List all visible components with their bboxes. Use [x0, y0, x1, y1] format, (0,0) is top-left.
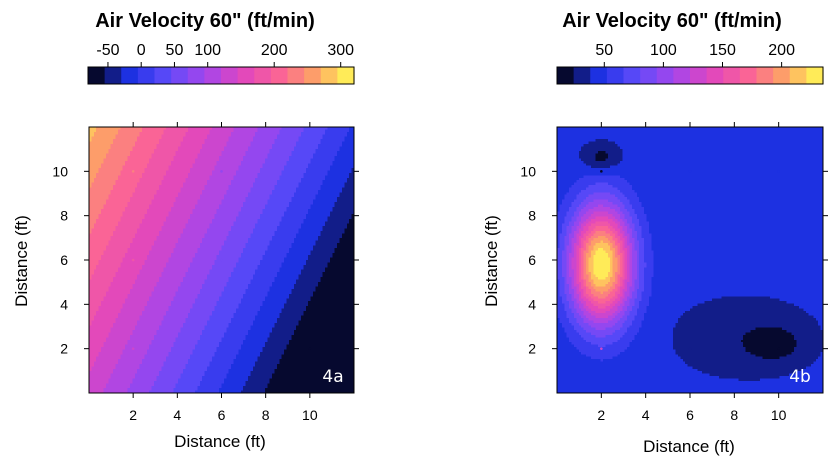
colorbar-tick-label: -50 [96, 42, 119, 59]
x-tick-label: 2 [597, 407, 605, 423]
sample-point [689, 170, 692, 173]
colorbar-swatch [757, 67, 774, 84]
y-axis-label: Distance (ft) [482, 215, 501, 307]
colorbar-swatch [574, 67, 591, 84]
sample-point [309, 347, 312, 350]
colorbar-tick-label: 200 [261, 42, 288, 59]
colorbar-swatch [254, 67, 271, 84]
chart-panel-4a: Air Velocity 60" (ft/min) -50 0 50 100 200 30… [12, 10, 359, 451]
sample-point [777, 170, 780, 173]
sample-point [220, 259, 223, 262]
colorbar-tick-label: 100 [194, 42, 221, 59]
chart-title: Air Velocity 60" (ft/min) [95, 10, 315, 32]
x-tick-label: 8 [730, 407, 738, 423]
colorbar-swatch [171, 67, 188, 84]
colorbar-swatch [790, 67, 807, 84]
colorbar-swatch [105, 67, 122, 84]
y-tick-label: 10 [52, 163, 68, 179]
x-axis-label: Distance (ft) [643, 437, 735, 456]
sample-point [220, 170, 223, 173]
colorbar-tick-label: 200 [768, 42, 795, 59]
y-tick-label: 10 [520, 163, 536, 179]
colorbar-swatch [221, 67, 238, 84]
panel-label: 4a [322, 367, 343, 387]
x-tick-label: 6 [218, 407, 226, 423]
y-tick-label: 6 [528, 252, 536, 268]
sample-point [777, 347, 780, 350]
colorbar-swatch [707, 67, 724, 84]
colorbar-swatch [337, 67, 354, 84]
colorbar-tick-label: 150 [709, 42, 736, 59]
x-tick-label: 6 [686, 407, 694, 423]
panel-label: 4b [789, 367, 811, 387]
colorbar [557, 67, 824, 84]
sample-point [132, 259, 135, 262]
colorbar-tick-label: 50 [595, 42, 613, 59]
colorbar-swatch [155, 67, 172, 84]
x-tick-label: 4 [642, 407, 650, 423]
colorbar-swatch [288, 67, 305, 84]
y-tick-label: 4 [60, 296, 68, 312]
x-tick-label: 4 [173, 407, 181, 423]
colorbar-swatch [640, 67, 657, 84]
x-tick-label: 8 [262, 407, 270, 423]
colorbar-swatch [557, 67, 574, 84]
colorbar-swatch [238, 67, 255, 84]
sample-point [689, 347, 692, 350]
heatmap-field [557, 127, 824, 394]
sample-point [600, 170, 603, 173]
colorbar-tick-labels: -50 0 50 100 200 300 [96, 42, 354, 67]
sample-point [132, 170, 135, 173]
sample-point [600, 259, 603, 262]
y-tick-label: 8 [528, 208, 536, 224]
y-tick-label: 8 [60, 208, 68, 224]
colorbar-swatch [188, 67, 205, 84]
y-tick-label: 2 [528, 341, 536, 357]
colorbar-tick-label: 0 [137, 42, 146, 59]
colorbar-swatch [607, 67, 624, 84]
x-tick-label: 2 [129, 407, 137, 423]
colorbar-swatch [806, 67, 823, 84]
colorbar-swatch [138, 67, 155, 84]
y-tick-label: 2 [60, 341, 68, 357]
sample-point [132, 347, 135, 350]
colorbar-swatch [590, 67, 607, 84]
colorbar-tick-label: 300 [327, 42, 354, 59]
colorbar-swatch [740, 67, 757, 84]
colorbar-tick-label: 50 [166, 42, 184, 59]
x-tick-label: 10 [771, 407, 787, 423]
colorbar-swatch [88, 67, 105, 84]
colorbar-swatch [321, 67, 338, 84]
colorbar-swatch [624, 67, 641, 84]
chart-title: Air Velocity 60" (ft/min) [562, 10, 782, 32]
x-axis-label: Distance (ft) [174, 432, 266, 451]
colorbar-swatch [773, 67, 790, 84]
sample-point [600, 347, 603, 350]
colorbar-swatch [690, 67, 707, 84]
colorbar-swatch [204, 67, 221, 84]
colorbar-swatch [304, 67, 321, 84]
y-axis-label: Distance (ft) [12, 215, 31, 307]
colorbar-swatch [271, 67, 288, 84]
colorbar-tick-label: 100 [650, 42, 677, 59]
colorbar-swatch [121, 67, 138, 84]
colorbar [88, 67, 355, 84]
chart-panel-4b: Air Velocity 60" (ft/min) 50 100 150 200 2 4… [482, 10, 828, 456]
y-tick-label: 4 [528, 296, 536, 312]
colorbar-swatch [723, 67, 740, 84]
colorbar-swatch [657, 67, 674, 84]
x-tick-label: 10 [302, 407, 318, 423]
colorbar-tick-labels: 50 100 150 200 [595, 42, 795, 67]
y-tick-label: 6 [60, 252, 68, 268]
colorbar-swatch [673, 67, 690, 84]
